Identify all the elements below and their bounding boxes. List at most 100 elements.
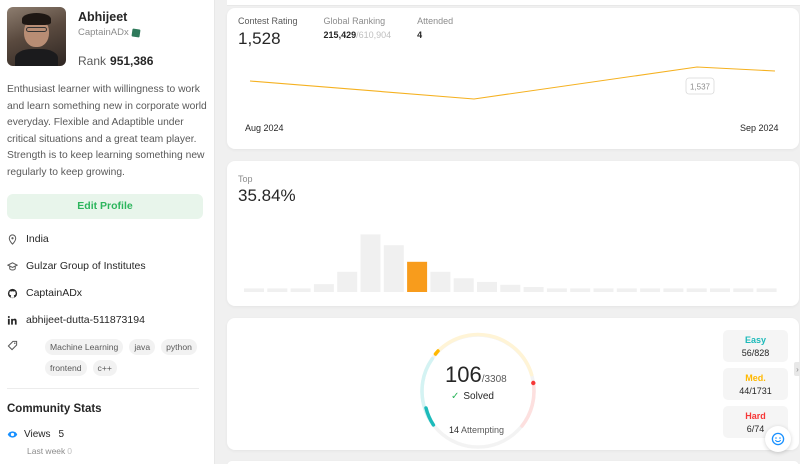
next-card-edge xyxy=(227,461,799,464)
histogram-bar[interactable] xyxy=(686,288,707,292)
histogram-bar[interactable] xyxy=(337,271,358,292)
avatar-glasses-shape xyxy=(26,27,47,32)
histogram-bar[interactable] xyxy=(360,234,381,292)
location-text: India xyxy=(26,233,49,246)
last-week-label: Last week xyxy=(27,445,66,456)
community-stats-title: Community Stats xyxy=(7,402,102,415)
medium-arc xyxy=(433,349,440,356)
histogram-bar[interactable] xyxy=(500,284,521,292)
hard-arc-track xyxy=(520,380,536,428)
solved-progress-ring[interactable] xyxy=(415,328,541,454)
linkedin-link[interactable]: abhijeet-dutta-511873194 xyxy=(26,314,145,327)
hard-value: 6/74 xyxy=(746,423,765,434)
histogram-bar[interactable] xyxy=(570,288,591,292)
solved-label: Solved xyxy=(463,391,494,402)
histogram-bar-current[interactable] xyxy=(407,261,428,292)
global-ranking-stat: Global Ranking 215,429/610,904 xyxy=(324,16,392,49)
username-text: CaptainADx xyxy=(78,27,129,38)
histogram-bar[interactable] xyxy=(453,278,474,292)
location-pin-icon xyxy=(7,233,18,245)
contest-stats: Contest Rating 1,528 Global Ranking 215,… xyxy=(238,16,453,49)
histogram-bar[interactable] xyxy=(383,245,404,292)
contest-rating-chart[interactable]: 1,537 xyxy=(227,8,799,149)
rank-value: 951,386 xyxy=(110,54,154,68)
percentile-histogram[interactable] xyxy=(227,161,799,306)
badge-icon xyxy=(131,27,141,38)
profile-header: Abhijeet CaptainADx Rank 951,386 xyxy=(7,7,207,68)
histogram-bar[interactable] xyxy=(477,281,497,292)
solved-label-row: ✓ Solved xyxy=(451,391,494,402)
skill-tag[interactable]: Machine Learning xyxy=(45,338,124,355)
github-link[interactable]: CaptainADx xyxy=(26,287,83,300)
attended-value: 4 xyxy=(417,30,423,40)
feedback-chat-button[interactable] xyxy=(765,426,791,452)
histogram-bar[interactable] xyxy=(710,288,730,292)
histogram-bar[interactable] xyxy=(313,284,334,292)
hard-label: Hard xyxy=(745,410,766,421)
profile-name: Abhijeet xyxy=(78,10,128,24)
skill-tags: Machine Learning java python frontend c+… xyxy=(45,338,207,376)
attempting-value: 14 xyxy=(449,425,460,435)
medium-value: 44/1731 xyxy=(739,385,772,396)
histogram-bar[interactable] xyxy=(756,288,777,292)
global-rank-total: /610,904 xyxy=(356,30,392,40)
medium-box[interactable]: Med. 44/1731 xyxy=(723,368,788,400)
attended-stat: Attended 4 xyxy=(417,16,453,49)
contest-rating-card: 1,537 Contest Rating 1,528 Global Rankin… xyxy=(227,8,799,149)
histogram-bar[interactable] xyxy=(733,288,754,292)
chevron-right-icon[interactable]: › xyxy=(794,362,800,376)
histogram-bar[interactable] xyxy=(523,287,544,292)
histogram-bar[interactable] xyxy=(546,288,567,292)
tag-icon xyxy=(7,340,18,351)
rank-row: Rank 951,386 xyxy=(78,54,153,68)
avatar-body-shape xyxy=(15,49,58,66)
location-row: India xyxy=(7,226,207,253)
rating-tooltip: 1,537 xyxy=(690,83,711,92)
institute-text[interactable]: Gulzar Group of Institutes xyxy=(26,260,146,273)
rating-line xyxy=(249,66,776,100)
easy-label: Easy xyxy=(744,334,767,345)
easy-arc xyxy=(424,406,436,427)
avatar-hair-shape xyxy=(22,13,51,25)
global-ranking-label: Global Ranking xyxy=(323,16,386,26)
histogram-bar[interactable] xyxy=(430,271,451,292)
skill-tag[interactable]: c++ xyxy=(92,359,117,376)
histogram-bar[interactable] xyxy=(640,288,661,292)
views-value: 5 xyxy=(58,428,65,440)
histogram-bar[interactable] xyxy=(267,288,288,292)
rating-tooltip-box xyxy=(685,77,715,95)
histogram-bar[interactable] xyxy=(663,288,684,292)
easy-value: 56/828 xyxy=(741,347,770,358)
global-ranking-value: 215,429/610,904 xyxy=(324,30,392,40)
attempting-row: 14 Attempting xyxy=(449,425,504,435)
profile-bio: Enthusiast learner with willingness to w… xyxy=(7,84,207,178)
contest-rating-value: 1,528 xyxy=(238,29,281,48)
contest-rating-stat: Contest Rating 1,528 xyxy=(238,16,298,49)
histogram-bar[interactable] xyxy=(616,288,637,292)
check-icon: ✓ xyxy=(451,391,460,402)
eye-icon xyxy=(7,429,18,440)
skill-tag[interactable]: frontend xyxy=(45,359,87,376)
top-percentile-card: Top 35.84% xyxy=(227,161,799,306)
last-week-row: Last week 0 xyxy=(27,446,207,456)
views-label: Views xyxy=(24,428,51,440)
profile-info-list: India Gulzar Group of Institutes Captain… xyxy=(7,226,207,376)
skill-tag[interactable]: java xyxy=(129,338,156,355)
edit-profile-button[interactable]: Edit Profile xyxy=(7,193,203,219)
histogram-bar[interactable] xyxy=(593,288,614,292)
profile-username: CaptainADx xyxy=(78,27,153,38)
easy-box[interactable]: Easy 56/828 xyxy=(723,330,788,362)
last-week-value: 0 xyxy=(67,445,73,456)
solved-count: 106/3308 xyxy=(445,362,507,388)
histogram-bar[interactable] xyxy=(290,288,311,292)
avatar[interactable] xyxy=(7,7,66,66)
solved-problems-card: 106/3308 ✓ Solved 14 Attempting Easy 56/… xyxy=(227,318,800,450)
name-block: Abhijeet CaptainADx Rank 951,386 xyxy=(78,7,153,68)
skill-tag[interactable]: python xyxy=(161,338,197,355)
linkedin-row: abhijeet-dutta-511873194 xyxy=(7,307,207,334)
profile-sidebar: Abhijeet CaptainADx Rank 951,386 Enthusia… xyxy=(0,0,215,464)
date-end-label: Sep 2024 xyxy=(740,123,779,133)
github-row: CaptainADx xyxy=(7,280,207,307)
histogram-bar[interactable] xyxy=(244,288,264,292)
solved-number: 106 xyxy=(445,362,482,387)
